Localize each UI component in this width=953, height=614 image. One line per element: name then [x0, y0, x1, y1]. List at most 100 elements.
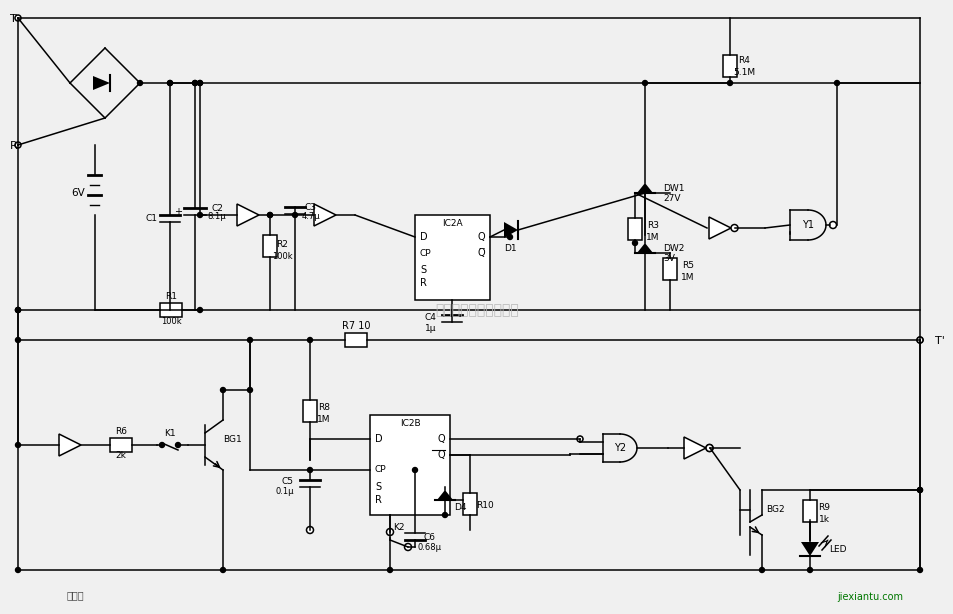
Circle shape [15, 443, 20, 448]
Bar [345, 333, 367, 347]
Circle shape [507, 235, 512, 239]
Text: T': T' [934, 336, 943, 346]
Circle shape [168, 80, 172, 85]
Text: 1μ: 1μ [424, 324, 436, 333]
Circle shape [917, 567, 922, 572]
Text: BG1: BG1 [223, 435, 242, 445]
Circle shape [159, 443, 164, 448]
Bar [303, 400, 316, 422]
Text: R3: R3 [646, 220, 659, 230]
Text: Q: Q [476, 232, 484, 242]
Circle shape [197, 308, 202, 313]
Circle shape [15, 308, 20, 313]
Circle shape [220, 387, 225, 392]
Circle shape [307, 338, 313, 343]
Polygon shape [92, 76, 110, 90]
Text: D: D [375, 434, 382, 444]
Circle shape [828, 222, 836, 228]
Text: D: D [419, 232, 427, 242]
Circle shape [193, 80, 197, 85]
Bar [160, 303, 182, 317]
Text: K2: K2 [393, 524, 404, 532]
Text: C6: C6 [423, 532, 436, 542]
Circle shape [404, 543, 411, 551]
Circle shape [916, 337, 923, 343]
Polygon shape [801, 542, 818, 556]
Circle shape [175, 443, 180, 448]
Circle shape [220, 567, 225, 572]
Text: 1M: 1M [317, 414, 331, 424]
Text: C3: C3 [305, 203, 316, 211]
Bar [110, 438, 132, 452]
Text: 100k: 100k [160, 316, 181, 325]
Circle shape [197, 80, 202, 85]
Circle shape [15, 338, 20, 343]
Text: jiexiantu.com: jiexiantu.com [836, 592, 902, 602]
Text: Y2: Y2 [614, 443, 625, 453]
Circle shape [917, 338, 922, 343]
Text: CP: CP [419, 249, 431, 257]
Circle shape [916, 337, 923, 343]
Circle shape [806, 567, 812, 572]
Text: R9: R9 [817, 502, 829, 511]
Text: BG2: BG2 [765, 505, 783, 515]
Text: IC2B: IC2B [399, 419, 420, 427]
Text: C1: C1 [146, 214, 158, 222]
Text: 6V: 6V [71, 188, 85, 198]
Text: D1: D1 [503, 244, 516, 252]
Circle shape [705, 445, 712, 451]
Text: Q: Q [436, 450, 444, 460]
Circle shape [412, 467, 417, 473]
Circle shape [193, 80, 197, 85]
Text: R4: R4 [738, 55, 749, 64]
Circle shape [247, 387, 253, 392]
Circle shape [293, 212, 297, 217]
Text: K1: K1 [164, 429, 175, 438]
Circle shape [577, 436, 582, 442]
Bar [415, 215, 490, 300]
Text: R6: R6 [115, 427, 127, 435]
Text: Y1: Y1 [801, 220, 813, 230]
Bar [263, 235, 276, 257]
Text: 杭州将睿科技有限公司: 杭州将睿科技有限公司 [435, 303, 518, 317]
Text: R: R [10, 141, 18, 151]
Circle shape [15, 308, 20, 313]
Polygon shape [436, 490, 453, 500]
Circle shape [442, 513, 447, 518]
Polygon shape [708, 217, 730, 239]
Circle shape [267, 212, 273, 217]
Text: 3V: 3V [662, 254, 674, 263]
Bar [662, 258, 677, 280]
Text: 100k: 100k [272, 252, 292, 260]
Text: R7 10: R7 10 [341, 321, 370, 331]
Circle shape [307, 467, 313, 473]
Circle shape [577, 437, 582, 441]
Bar [802, 500, 816, 522]
Bar [370, 415, 450, 515]
Polygon shape [637, 243, 652, 253]
Circle shape [917, 488, 922, 492]
Text: Q: Q [436, 434, 444, 444]
Text: 0.68μ: 0.68μ [417, 543, 441, 553]
Text: R1: R1 [165, 292, 177, 300]
Circle shape [727, 80, 732, 85]
Bar [722, 55, 737, 77]
Text: IC2A: IC2A [442, 219, 462, 228]
Text: S: S [375, 482, 381, 492]
Circle shape [917, 488, 922, 492]
Circle shape [267, 212, 273, 217]
Circle shape [15, 567, 20, 572]
Polygon shape [503, 222, 517, 238]
Polygon shape [59, 434, 81, 456]
Circle shape [641, 80, 647, 85]
Circle shape [168, 80, 172, 85]
Circle shape [387, 567, 392, 572]
Text: 27V: 27V [662, 193, 679, 203]
Text: R8: R8 [317, 403, 330, 411]
Bar [462, 493, 476, 515]
Text: C4: C4 [424, 313, 436, 322]
Circle shape [15, 308, 20, 313]
Circle shape [15, 15, 21, 21]
Text: 8.1μ: 8.1μ [208, 211, 226, 220]
Text: R2: R2 [275, 239, 288, 249]
